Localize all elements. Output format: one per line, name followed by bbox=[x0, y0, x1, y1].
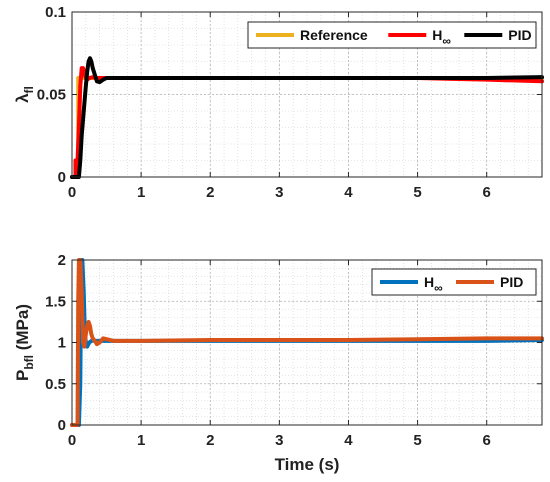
y-tick-label: 1.5 bbox=[45, 293, 66, 310]
y-axis-label-main: λ bbox=[13, 93, 32, 103]
y-tick-label: 0.05 bbox=[37, 87, 66, 104]
legend-entry: H∞ bbox=[432, 27, 451, 48]
y-tick-label: 0 bbox=[58, 417, 66, 434]
y-tick-label: 0 bbox=[58, 169, 66, 186]
x-tick-label: 1 bbox=[137, 432, 145, 449]
legend-entry-main: H bbox=[432, 27, 442, 43]
x-tick-label: 0 bbox=[68, 432, 76, 449]
legend-entry: PID bbox=[500, 274, 523, 290]
x-tick-label: 6 bbox=[483, 184, 491, 201]
y-axis-label: λfl bbox=[13, 86, 36, 103]
x-tick-label: 3 bbox=[275, 432, 283, 449]
x-tick-label: 6 bbox=[483, 432, 491, 449]
y-axis-label: Pbfl (MPa) bbox=[13, 304, 36, 381]
y-axis-label-main: P bbox=[13, 370, 32, 381]
y-axis-label-sub: fl bbox=[22, 86, 36, 93]
y-axis-label-sub: bfl bbox=[22, 355, 36, 370]
x-tick-label: 4 bbox=[344, 184, 353, 201]
legend-entry: PID bbox=[508, 27, 531, 43]
x-tick-label: 5 bbox=[413, 184, 421, 201]
x-tick-label: 3 bbox=[275, 184, 283, 201]
legend-entry: H∞ bbox=[424, 274, 443, 295]
legend-entry-sub: ∞ bbox=[434, 281, 443, 295]
legend-entry-main: H bbox=[424, 274, 434, 290]
chart-panel-2: 0 1 2 3 4 5 6 0 0.5 1 1.5 2 Pbfl (MPa) Time (s) H∞ PID bbox=[13, 252, 544, 474]
chart-panel-1: 0 1 2 3 4 5 6 0 0.05 0.1 λfl Reference H∞ PID bbox=[13, 4, 544, 201]
legend: H∞ PID bbox=[371, 268, 537, 296]
y-tick-label: 2 bbox=[58, 252, 66, 269]
legend: Reference H∞ PID bbox=[247, 21, 537, 49]
y-axis-label-unit: (MPa) bbox=[13, 304, 32, 355]
series-line-pid bbox=[70, 56, 544, 179]
y-tick-label: 0.5 bbox=[45, 376, 66, 393]
x-tick-label: 1 bbox=[137, 184, 145, 201]
x-tick-label: 5 bbox=[413, 432, 421, 449]
legend-entry-sub: ∞ bbox=[442, 34, 451, 48]
x-tick-label: 2 bbox=[206, 184, 214, 201]
x-axis-label: Time (s) bbox=[275, 455, 340, 474]
y-tick-label: 1 bbox=[58, 335, 66, 352]
x-tick-label: 4 bbox=[344, 432, 353, 449]
series-line-pid bbox=[70, 258, 544, 427]
legend-entry: Reference bbox=[300, 27, 368, 43]
y-tick-label: 0.1 bbox=[45, 4, 66, 21]
x-tick-label: 2 bbox=[206, 432, 214, 449]
x-tick-label: 0 bbox=[68, 184, 76, 201]
